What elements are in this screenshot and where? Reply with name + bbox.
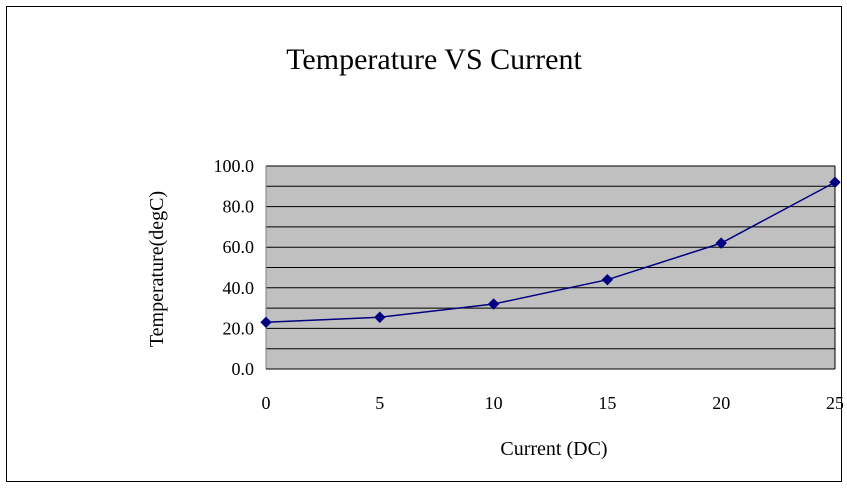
chart-frame: Temperature VS Current 0.0 20.0 40.0 60.0 80… bbox=[6, 6, 845, 482]
plot-area bbox=[260, 165, 841, 370]
x-tick-label-2: 10 bbox=[485, 393, 503, 413]
data-point-4 bbox=[715, 237, 727, 249]
data-point-0 bbox=[260, 316, 272, 329]
data-point-3 bbox=[601, 273, 614, 286]
data-point-1 bbox=[374, 311, 386, 323]
x-tick-label-3: 15 bbox=[598, 393, 616, 413]
chart-title: Temperature VS Current bbox=[286, 43, 582, 76]
y-axis-label: Temperature(degC) bbox=[146, 191, 168, 347]
series-line-0 bbox=[265, 181, 836, 324]
data-point-2 bbox=[487, 298, 500, 310]
y-tick-label-2: 40.0 bbox=[223, 278, 255, 298]
x-tick-labels: 0 5 10 15 20 25 bbox=[262, 393, 845, 413]
x-tick-label-4: 20 bbox=[712, 393, 730, 413]
y-tick-label-3: 60.0 bbox=[223, 237, 255, 257]
y-tick-label-5: 100.0 bbox=[214, 156, 255, 176]
axes bbox=[265, 166, 836, 370]
x-tick-label-1: 5 bbox=[375, 393, 384, 413]
y-tick-labels: 0.0 20.0 40.0 60.0 80.0 100.0 bbox=[214, 156, 255, 379]
series-group bbox=[260, 176, 841, 329]
data-point-5 bbox=[829, 176, 841, 188]
x-axis-label: Current (DC) bbox=[500, 438, 607, 460]
x-tick-label-0: 0 bbox=[262, 393, 271, 413]
y-tick-label-0: 0.0 bbox=[232, 359, 255, 379]
chart-svg: Temperature VS Current 0.0 20.0 40.0 60.0 80… bbox=[146, 43, 845, 460]
y-tick-label-1: 20.0 bbox=[223, 318, 255, 338]
gridlines bbox=[266, 165, 835, 350]
x-tick-label-5: 25 bbox=[826, 393, 843, 413]
y-tick-label-4: 80.0 bbox=[223, 197, 255, 217]
